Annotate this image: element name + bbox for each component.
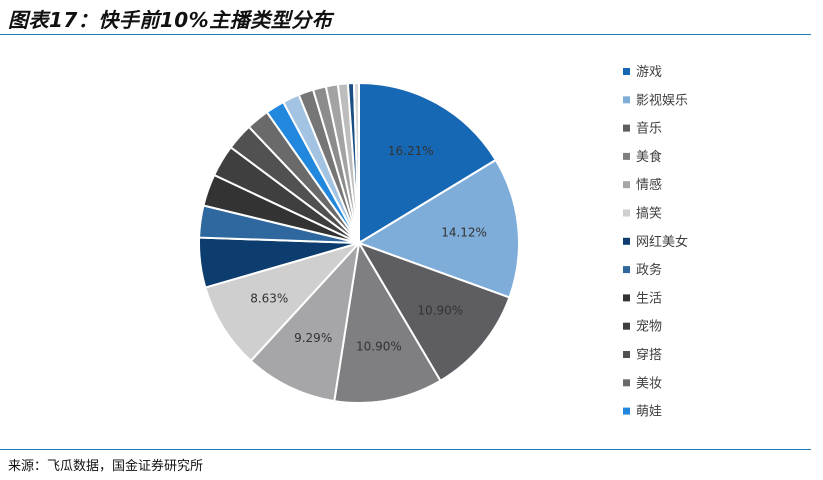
pie-value-label-3: 10.90% <box>417 303 463 317</box>
legend-swatch-1 <box>623 68 630 75</box>
source-note: 来源：飞瓜数据，国金证券研究所 <box>8 459 204 474</box>
pie-value-label-5: 9.29% <box>294 331 332 345</box>
legend-swatch-12 <box>623 379 630 387</box>
legend-swatch-5 <box>623 181 630 189</box>
legend-swatch-7 <box>623 237 630 245</box>
pie-slice-1 <box>358 81 498 245</box>
pie-slice-2 <box>356 158 520 299</box>
legend-label-5: 情感 <box>636 177 662 193</box>
source-rule <box>0 449 811 450</box>
legend-swatch-10 <box>623 322 630 330</box>
legend-swatch-6 <box>623 209 630 217</box>
legend-label-12: 美妆 <box>636 376 662 391</box>
pie-slice-5 <box>249 239 361 403</box>
legend-swatch-3 <box>623 124 630 132</box>
legend-label-2: 影视娱乐 <box>636 93 688 108</box>
legend-label-13: 萌娃 <box>636 405 662 420</box>
pie-slice-20 <box>352 81 360 244</box>
pie-slice-3 <box>356 241 511 383</box>
legend-label-1: 游戏 <box>636 65 662 80</box>
legend-swatch-2 <box>623 96 630 104</box>
legend-label-10: 宠物 <box>636 319 662 335</box>
pie-value-label-2: 14.12% <box>441 226 487 240</box>
title-rule <box>0 34 811 35</box>
legend-swatch-8 <box>623 266 630 274</box>
pie-value-labels: 16.21% 14.12% 10.90% 10.90% 9.29% 8.63% <box>250 144 487 354</box>
chart-title: 图表17：快手前10%主播类型分布 <box>8 8 333 32</box>
legend-swatch-9 <box>623 294 630 302</box>
legend-label-4: 美食 <box>636 149 662 165</box>
legend-label-9: 生活 <box>636 291 662 306</box>
legend-swatch-11 <box>623 351 630 358</box>
pie-value-label-6: 8.63% <box>250 292 288 306</box>
pie-slice-4 <box>333 240 442 404</box>
pie-slice-6 <box>204 241 363 363</box>
pie-chart: 16.21% 14.12% 10.90% 10.90% 9.29% 8.63% 游戏影视娱… <box>198 65 688 420</box>
legend-label-6: 搞笑 <box>636 206 662 222</box>
legend-swatch-4 <box>623 152 630 160</box>
legend-label-3: 音乐 <box>636 121 662 137</box>
pie-value-label-4: 10.90% <box>356 340 402 354</box>
legend-label-8: 政务 <box>636 262 662 278</box>
legend-swatch-13 <box>623 407 630 415</box>
pie-value-label-1: 16.21% <box>388 144 434 158</box>
legend-label-11: 穿搭 <box>636 347 662 363</box>
legend-label-7: 网红美女 <box>636 234 688 250</box>
pie-slices <box>198 81 520 404</box>
